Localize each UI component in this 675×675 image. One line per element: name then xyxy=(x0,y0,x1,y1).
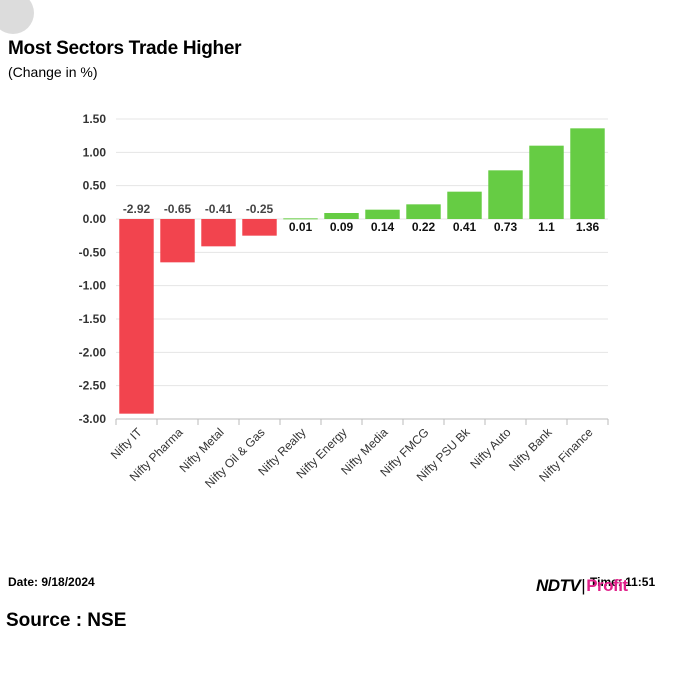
y-tick-label: -0.50 xyxy=(79,245,107,259)
x-tick-label: Nifty IT xyxy=(108,425,145,462)
value-labels: -2.92 -0.65 -0.41 -0.25 0.01 0.09 0.14 0.22 0.41… xyxy=(123,202,600,234)
bar-value-label: 0.09 xyxy=(330,220,354,234)
bar-value-label: 0.14 xyxy=(371,220,395,234)
chart-subtitle: (Change in %) xyxy=(8,64,98,80)
source-label: Source : NSE xyxy=(6,610,127,631)
bar-value-label: 1.1 xyxy=(538,220,555,234)
bar xyxy=(406,204,441,219)
y-tick-label: -1.00 xyxy=(79,279,107,293)
bar-value-label: -0.25 xyxy=(246,202,274,216)
chart-title: Most Sectors Trade Higher xyxy=(8,38,242,59)
bar xyxy=(283,218,318,220)
y-tick-label: -1.50 xyxy=(79,312,107,326)
y-tick-label: 0.00 xyxy=(83,212,107,226)
y-tick-label: -2.50 xyxy=(79,379,107,393)
y-axis-ticks: 1.50 1.00 0.50 0.00 -0.50 -1.00 -1.50 -2.00 -2.5… xyxy=(79,112,107,426)
bar xyxy=(201,219,236,247)
bar-value-label: 0.73 xyxy=(494,220,518,234)
bars xyxy=(119,128,605,414)
y-tick-label: 1.00 xyxy=(83,145,107,159)
bar xyxy=(119,219,154,414)
bar xyxy=(324,213,359,219)
bar xyxy=(529,145,564,219)
logo-separator: | xyxy=(581,576,586,595)
logo-ndtv: NDTV xyxy=(536,576,581,595)
ndtv-profit-logo: NDTV|Profit xyxy=(536,576,628,596)
y-tick-label: 1.50 xyxy=(83,112,107,126)
bar xyxy=(160,219,195,263)
bar-value-label: -0.41 xyxy=(205,202,233,216)
y-tick-label: -3.00 xyxy=(79,412,107,426)
bar-value-label: 0.41 xyxy=(453,220,477,234)
y-tick-label: -2.00 xyxy=(79,345,107,359)
bar xyxy=(447,191,482,219)
y-tick-label: 0.50 xyxy=(83,179,107,193)
bar xyxy=(570,128,605,219)
bar xyxy=(365,209,400,219)
date-label: Date: 9/18/2024 xyxy=(8,575,95,589)
time-label: Time: 11:51 xyxy=(590,575,656,589)
logo-profit: Profit xyxy=(586,576,628,595)
bar-value-label: -0.65 xyxy=(164,202,192,216)
bar xyxy=(488,170,523,219)
bar-value-label: 0.22 xyxy=(412,220,436,234)
bar-value-label: 0.01 xyxy=(289,220,313,234)
bar-chart: -2.92 -0.65 -0.41 -0.25 0.01 0.09 0.14 0.22 0.41… xyxy=(79,112,609,491)
bar-value-label: -2.92 xyxy=(123,202,151,216)
bar xyxy=(242,219,277,236)
bar-value-label: 1.36 xyxy=(576,220,600,234)
